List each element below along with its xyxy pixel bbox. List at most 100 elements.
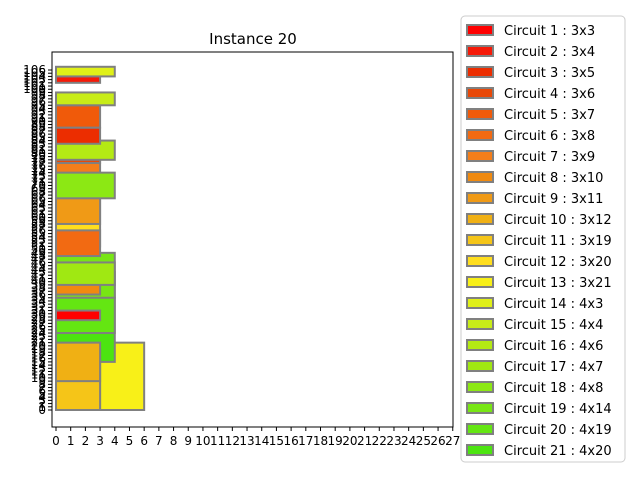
y-tick-label: 48 — [31, 249, 46, 263]
legend-entry-label: Circuit 12 : 3x20 — [504, 255, 612, 270]
x-tick-label: 7 — [155, 434, 163, 448]
y-tick-label: 26 — [31, 320, 46, 334]
y-tick-label: 97 — [31, 92, 46, 106]
y-tick-label: 98 — [31, 89, 46, 103]
legend-entry-label: Circuit 20 : 4x19 — [504, 423, 612, 438]
y-tick-label: 19 — [31, 342, 46, 356]
circuit-bars — [55, 65, 146, 412]
legend-entry-label: Circuit 9 : 3x11 — [504, 192, 603, 207]
y-tick-label: 6 — [38, 384, 46, 398]
y-tick-label: 9 — [38, 374, 46, 388]
y-tick-label: 5 — [38, 387, 46, 401]
x-tick-label: 2 — [82, 434, 90, 448]
y-tick-label: 94 — [31, 101, 46, 115]
y-tick-label: 79 — [31, 150, 46, 164]
y-tick-label: 90 — [31, 114, 46, 128]
legend-entry-label: Circuit 11 : 3x19 — [504, 234, 612, 249]
circuit-bar — [55, 171, 116, 200]
x-tick-label: 5 — [126, 434, 134, 448]
x-tick-label: 10 — [195, 434, 210, 448]
legend-swatch — [466, 402, 494, 414]
y-tick-label: 52 — [31, 236, 46, 250]
y-tick-label: 21 — [31, 336, 46, 350]
y-tick-label: 80 — [31, 146, 46, 160]
legend-swatch — [466, 318, 494, 330]
y-tick-label: 95 — [31, 98, 46, 112]
x-tick-label: 1 — [67, 434, 75, 448]
y-tick-label: 49 — [31, 246, 46, 260]
y-tick-label: 57 — [31, 220, 46, 234]
y-tick-label: 75 — [31, 162, 46, 176]
legend-entry-label: Circuit 16 : 4x6 — [504, 339, 603, 354]
y-tick-label: 7 — [38, 381, 46, 395]
y-tick-label: 88 — [31, 121, 46, 135]
legend-swatch — [466, 234, 494, 246]
circuit-bar — [55, 126, 102, 145]
legend-swatch — [466, 297, 494, 309]
y-tick-label: 100 — [23, 82, 46, 96]
x-tick-label: 18 — [313, 434, 328, 448]
circuit-bar — [55, 229, 102, 258]
legend-entry-label: Circuit 6 : 3x8 — [504, 129, 595, 144]
y-tick-label: 64 — [31, 198, 46, 212]
legend-entry-label: Circuit 18 : 4x8 — [504, 381, 603, 396]
x-tick-label: 21 — [357, 434, 372, 448]
y-tick-label: 41 — [31, 271, 46, 285]
y-tick-label: 13 — [31, 361, 46, 375]
y-tick-label: 29 — [31, 310, 46, 324]
y-tick-label: 33 — [31, 297, 46, 311]
legend-swatch — [466, 381, 494, 393]
y-tick-label: 65 — [31, 195, 46, 209]
x-tick-label: 9 — [184, 434, 192, 448]
y-axis-ticks: 0123456789101112131415161718192021222324… — [23, 63, 52, 417]
y-tick-label: 30 — [31, 307, 46, 321]
legend-swatch — [466, 276, 494, 288]
legend-entry-label: Circuit 19 : 4x14 — [504, 402, 612, 417]
y-tick-label: 60 — [31, 211, 46, 225]
y-tick-label: 15 — [31, 355, 46, 369]
y-tick-label: 102 — [23, 76, 46, 90]
y-tick-label: 24 — [31, 326, 46, 340]
x-tick-label: 14 — [254, 434, 269, 448]
legend-swatch — [466, 423, 494, 435]
x-tick-label: 15 — [269, 434, 284, 448]
y-tick-label: 2 — [38, 397, 46, 411]
y-tick-label: 39 — [31, 278, 46, 292]
y-tick-label: 50 — [31, 243, 46, 257]
y-tick-label: 96 — [31, 95, 46, 109]
legend-swatch — [466, 87, 494, 99]
legend-swatch — [466, 360, 494, 372]
chart-title: Instance 20 — [209, 30, 297, 48]
y-tick-label: 28 — [31, 313, 46, 327]
y-tick-label: 38 — [31, 281, 46, 295]
y-tick-label: 4 — [38, 390, 46, 404]
y-tick-label: 10 — [31, 371, 46, 385]
circuit-bar — [55, 261, 116, 286]
circuit-bar — [55, 91, 116, 107]
y-tick-label: 36 — [31, 288, 46, 302]
x-tick-label: 26 — [430, 434, 445, 448]
y-tick-label: 76 — [31, 159, 46, 173]
y-tick-label: 31 — [31, 304, 46, 318]
y-tick-label: 53 — [31, 233, 46, 247]
y-tick-label: 23 — [31, 329, 46, 343]
legend-swatch — [466, 255, 494, 267]
x-tick-label: 17 — [298, 434, 313, 448]
y-tick-label: 68 — [31, 185, 46, 199]
y-tick-label: 45 — [31, 259, 46, 273]
x-tick-label: 25 — [416, 434, 431, 448]
y-tick-label: 56 — [31, 223, 46, 237]
y-tick-label: 106 — [23, 63, 46, 77]
y-tick-label: 104 — [23, 69, 46, 83]
legend-entry-label: Circuit 8 : 3x10 — [504, 171, 603, 186]
legend-entry-label: Circuit 17 : 4x7 — [504, 360, 603, 375]
y-tick-label: 103 — [23, 73, 46, 87]
legend-swatch — [466, 339, 494, 351]
y-tick-label: 8 — [38, 377, 46, 391]
y-tick-label: 1 — [38, 400, 46, 414]
y-tick-label: 67 — [31, 188, 46, 202]
y-tick-label: 20 — [31, 339, 46, 353]
legend-swatch — [466, 213, 494, 225]
x-tick-label: 3 — [96, 434, 104, 448]
